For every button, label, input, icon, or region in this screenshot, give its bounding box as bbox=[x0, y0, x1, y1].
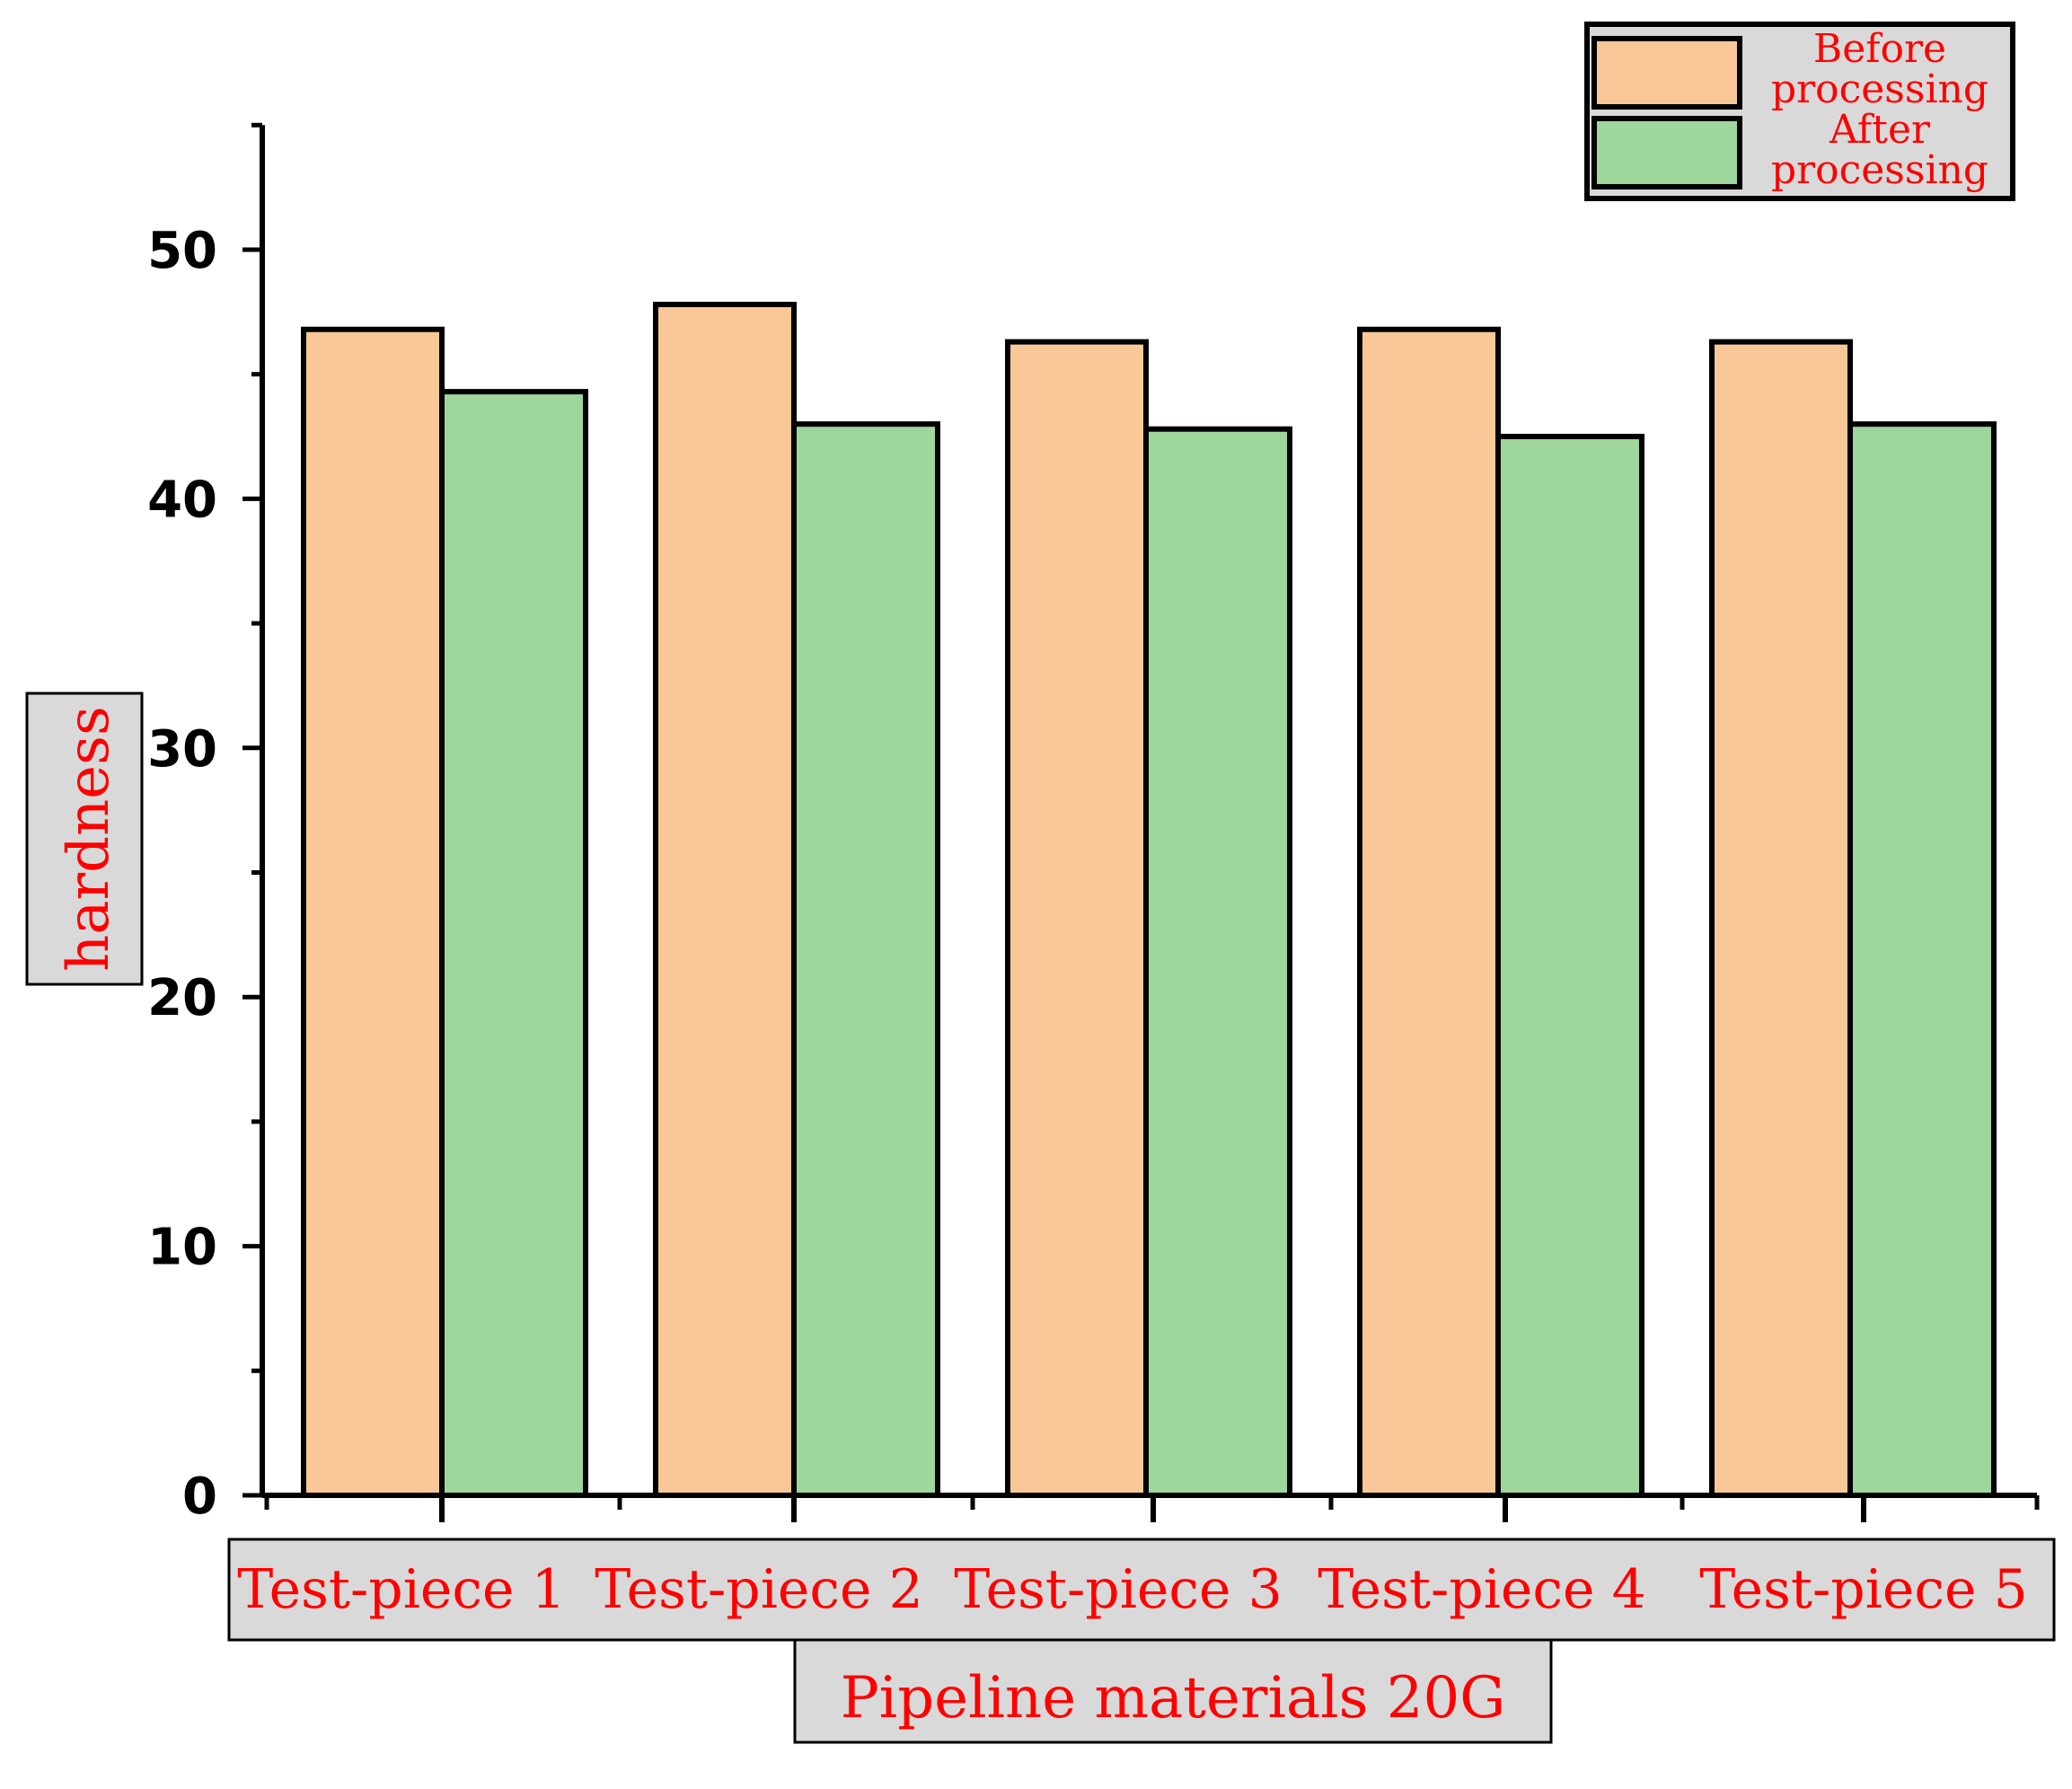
x-axis-title: Pipeline materials 20G bbox=[841, 1665, 1506, 1732]
x-tick-label: Test-piece 4 bbox=[1318, 1558, 1646, 1621]
bar-after-5 bbox=[1847, 421, 1997, 1498]
y-tick-label: 10 bbox=[147, 1219, 217, 1277]
legend-label-after: processing bbox=[1771, 147, 1988, 193]
category-label-box bbox=[227, 1538, 2056, 1642]
legend-label-before: Before bbox=[1813, 26, 1946, 72]
bar-after-2 bbox=[791, 421, 940, 1498]
x-tick-label: Test-piece 5 bbox=[1699, 1558, 2028, 1621]
bar-after-4 bbox=[1495, 434, 1644, 1498]
y-axis-title-box bbox=[25, 692, 144, 986]
axes-layer: 0 10 20 30 40 50 bbox=[147, 122, 2040, 1526]
x-tick-label: Test-piece 3 bbox=[954, 1558, 1283, 1621]
x-axis-title-box bbox=[793, 1638, 1553, 1744]
bar-before-3 bbox=[1005, 339, 1149, 1499]
bar-before-1 bbox=[301, 326, 445, 1499]
bar-after-1 bbox=[439, 389, 588, 1498]
legend-label-after: After bbox=[1829, 107, 1931, 153]
x-tick-label: Test-piece 2 bbox=[595, 1558, 923, 1621]
legend-label-before: processing bbox=[1771, 66, 1988, 112]
bar-before-2 bbox=[653, 302, 797, 1499]
bar-before-4 bbox=[1357, 326, 1501, 1499]
legend-swatch-after bbox=[1591, 116, 1742, 189]
y-tick-label: 30 bbox=[147, 720, 217, 779]
bars-layer bbox=[301, 302, 1997, 1499]
x-tick-label: Test-piece 1 bbox=[237, 1558, 566, 1621]
y-tick-label: 40 bbox=[147, 471, 217, 529]
labels-layer: Test-piece 1 Test-piece 2 Test-piece 3 Test… bbox=[25, 692, 2056, 1744]
legend-swatch-before bbox=[1591, 36, 1742, 110]
y-tick-label: 0 bbox=[182, 1467, 217, 1526]
y-axis-title: hardness bbox=[56, 706, 122, 972]
y-tick-label: 20 bbox=[147, 969, 217, 1027]
bar-after-3 bbox=[1143, 426, 1292, 1498]
y-tick-label: 50 bbox=[147, 222, 217, 280]
bar-before-5 bbox=[1709, 339, 1853, 1499]
